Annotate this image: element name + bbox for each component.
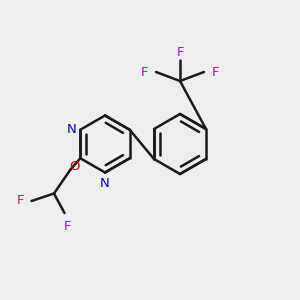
Text: F: F <box>176 46 184 59</box>
Text: F: F <box>140 65 148 79</box>
Text: N: N <box>67 123 77 136</box>
Text: F: F <box>64 220 71 233</box>
Text: F: F <box>212 65 220 79</box>
Text: O: O <box>70 160 80 173</box>
Text: F: F <box>16 194 24 208</box>
Text: N: N <box>100 177 110 190</box>
